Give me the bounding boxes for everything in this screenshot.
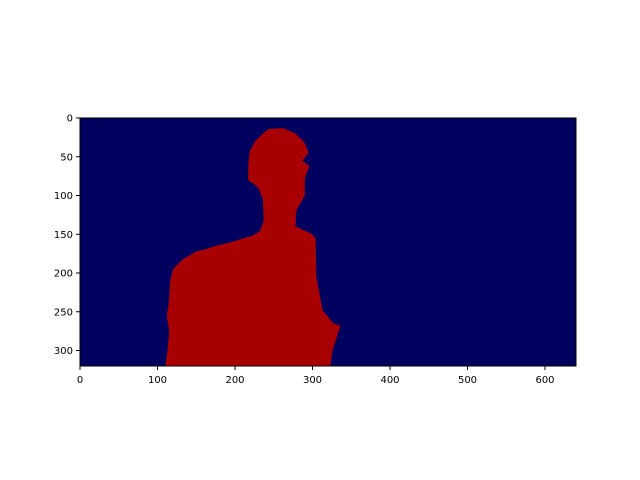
x-tick-label: 400: [380, 375, 399, 386]
y-tick-label: 250: [54, 307, 73, 318]
y-tick-label: 0: [67, 114, 73, 125]
x-tick-label: 500: [458, 375, 477, 386]
x-tick-label: 300: [303, 375, 322, 386]
image-plot-area: [80, 118, 576, 366]
axes-frame: [79, 117, 577, 367]
axis-ticks: 0 100 200 300 400 500 600 0 50 100 150 200 250 300: [54, 114, 555, 387]
x-tick-label: 600: [535, 375, 554, 386]
y-tick-label: 200: [54, 269, 73, 280]
x-tick-label: 200: [225, 375, 244, 386]
x-tick-label: 0: [77, 375, 83, 386]
x-tick-label: 100: [148, 375, 167, 386]
y-tick-label: 300: [54, 346, 73, 357]
y-tick-label: 150: [54, 230, 73, 241]
y-tick-label: 100: [54, 191, 73, 202]
mask-foreground-region: [165, 128, 341, 366]
y-tick-label: 50: [60, 152, 73, 163]
